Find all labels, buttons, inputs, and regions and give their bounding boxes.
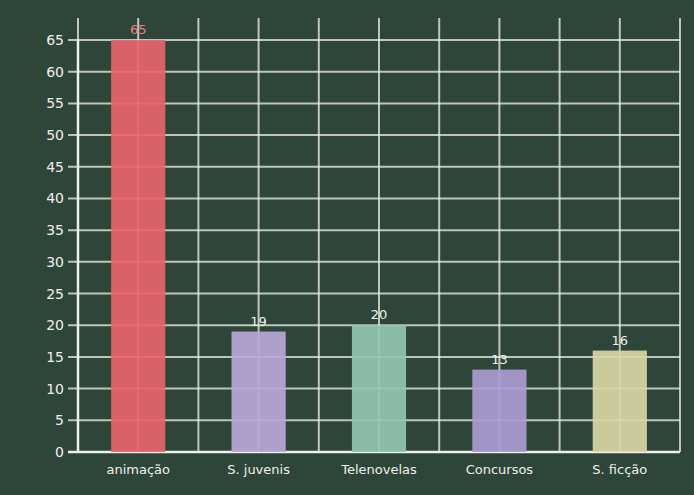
bars (111, 40, 647, 452)
data-label: 19 (250, 314, 267, 329)
chalk-column-line (438, 18, 440, 452)
data-label: 20 (371, 307, 388, 322)
y-axis (77, 40, 80, 452)
data-label: 16 (612, 333, 629, 348)
bar (232, 332, 286, 452)
y-tick-label: 65 (46, 32, 64, 48)
x-tick-label: Concursos (466, 462, 534, 477)
data-label: 13 (491, 352, 508, 367)
x-tick-label: animação (106, 462, 170, 477)
y-tick-label: 45 (46, 159, 64, 175)
y-tick-label: 30 (46, 254, 64, 270)
bar (472, 370, 526, 452)
chalkboard (0, 0, 694, 495)
chart-svg: 0 5 10 15 20 25 30 35 40 45 50 55 60 65 65 animação 19 S.… (0, 0, 694, 495)
y-tick-label: 15 (46, 349, 64, 365)
y-tick-label: 25 (46, 286, 64, 302)
chalk-column-line (77, 18, 79, 452)
x-tick-label: S. ficção (592, 462, 647, 477)
data-label: 65 (130, 22, 147, 37)
y-tick-label: 35 (46, 222, 64, 238)
bar (111, 40, 165, 452)
y-tick-label: 50 (46, 127, 64, 143)
y-tick-label: 10 (46, 381, 64, 397)
chalk-column-line (318, 18, 320, 452)
y-tick-label: 40 (46, 190, 64, 206)
chalk-column-line (559, 18, 561, 452)
chalk-column-line (679, 18, 681, 452)
y-tick-label: 55 (46, 95, 64, 111)
bar (352, 325, 406, 452)
chalk-column-line (197, 18, 199, 452)
bar (593, 351, 647, 452)
y-tick-label: 0 (55, 444, 64, 460)
chart-container: 0 5 10 15 20 25 30 35 40 45 50 55 60 65 65 animação 19 S.… (0, 0, 694, 495)
x-tick-label: Telenovelas (340, 462, 417, 477)
y-tick-label: 60 (46, 64, 64, 80)
y-tick-label: 20 (46, 317, 64, 333)
x-tick-label: S. juvenis (227, 462, 290, 477)
y-tick-label: 5 (55, 412, 64, 428)
